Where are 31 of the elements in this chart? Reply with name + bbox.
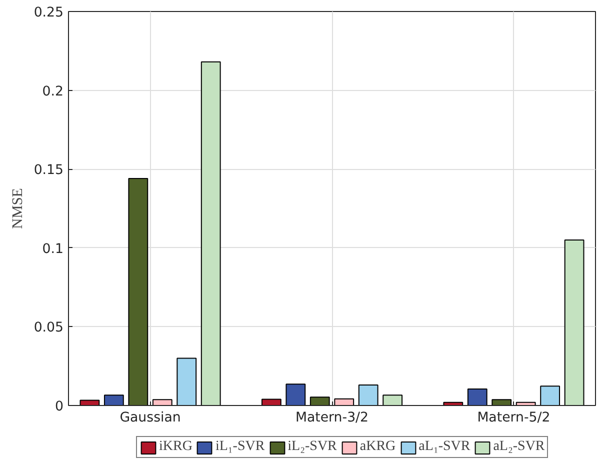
y-axis-title: NMSE	[10, 188, 26, 229]
y-tick-label: 0	[55, 400, 64, 414]
bar	[176, 358, 197, 406]
y-tick-label: 0.2	[42, 84, 64, 100]
y-tick-label: 0.05	[34, 320, 64, 336]
bar	[128, 178, 148, 406]
bar	[286, 384, 306, 406]
y-tick-label: 0.1	[42, 242, 64, 257]
legend-label: iL₂-SVR	[288, 439, 337, 455]
bar	[152, 399, 172, 406]
bar	[540, 386, 560, 406]
bar	[467, 388, 488, 406]
y-tick-label: 0.25	[34, 6, 64, 20]
x-tick-label: Matern-5/2	[477, 410, 550, 426]
bar	[382, 394, 403, 406]
bar	[200, 61, 221, 406]
x-tick-label: Gaussian	[120, 410, 181, 426]
bar	[564, 240, 584, 406]
bar	[334, 398, 354, 406]
bar	[492, 399, 512, 406]
legend-label: iKRG	[159, 439, 192, 455]
y-tick-label: 0.15	[34, 163, 64, 178]
x-tick-label: Matern-3/2	[295, 410, 369, 426]
bar	[358, 384, 378, 406]
legend-label: aL₂-SVR	[493, 439, 545, 455]
legend-label: aKRG	[360, 439, 396, 455]
bar	[261, 398, 282, 406]
bar	[310, 396, 330, 406]
legend-label: iL₁-SVR	[215, 439, 265, 455]
bar	[104, 394, 124, 406]
legend-label: aL₁-SVR	[418, 439, 470, 455]
